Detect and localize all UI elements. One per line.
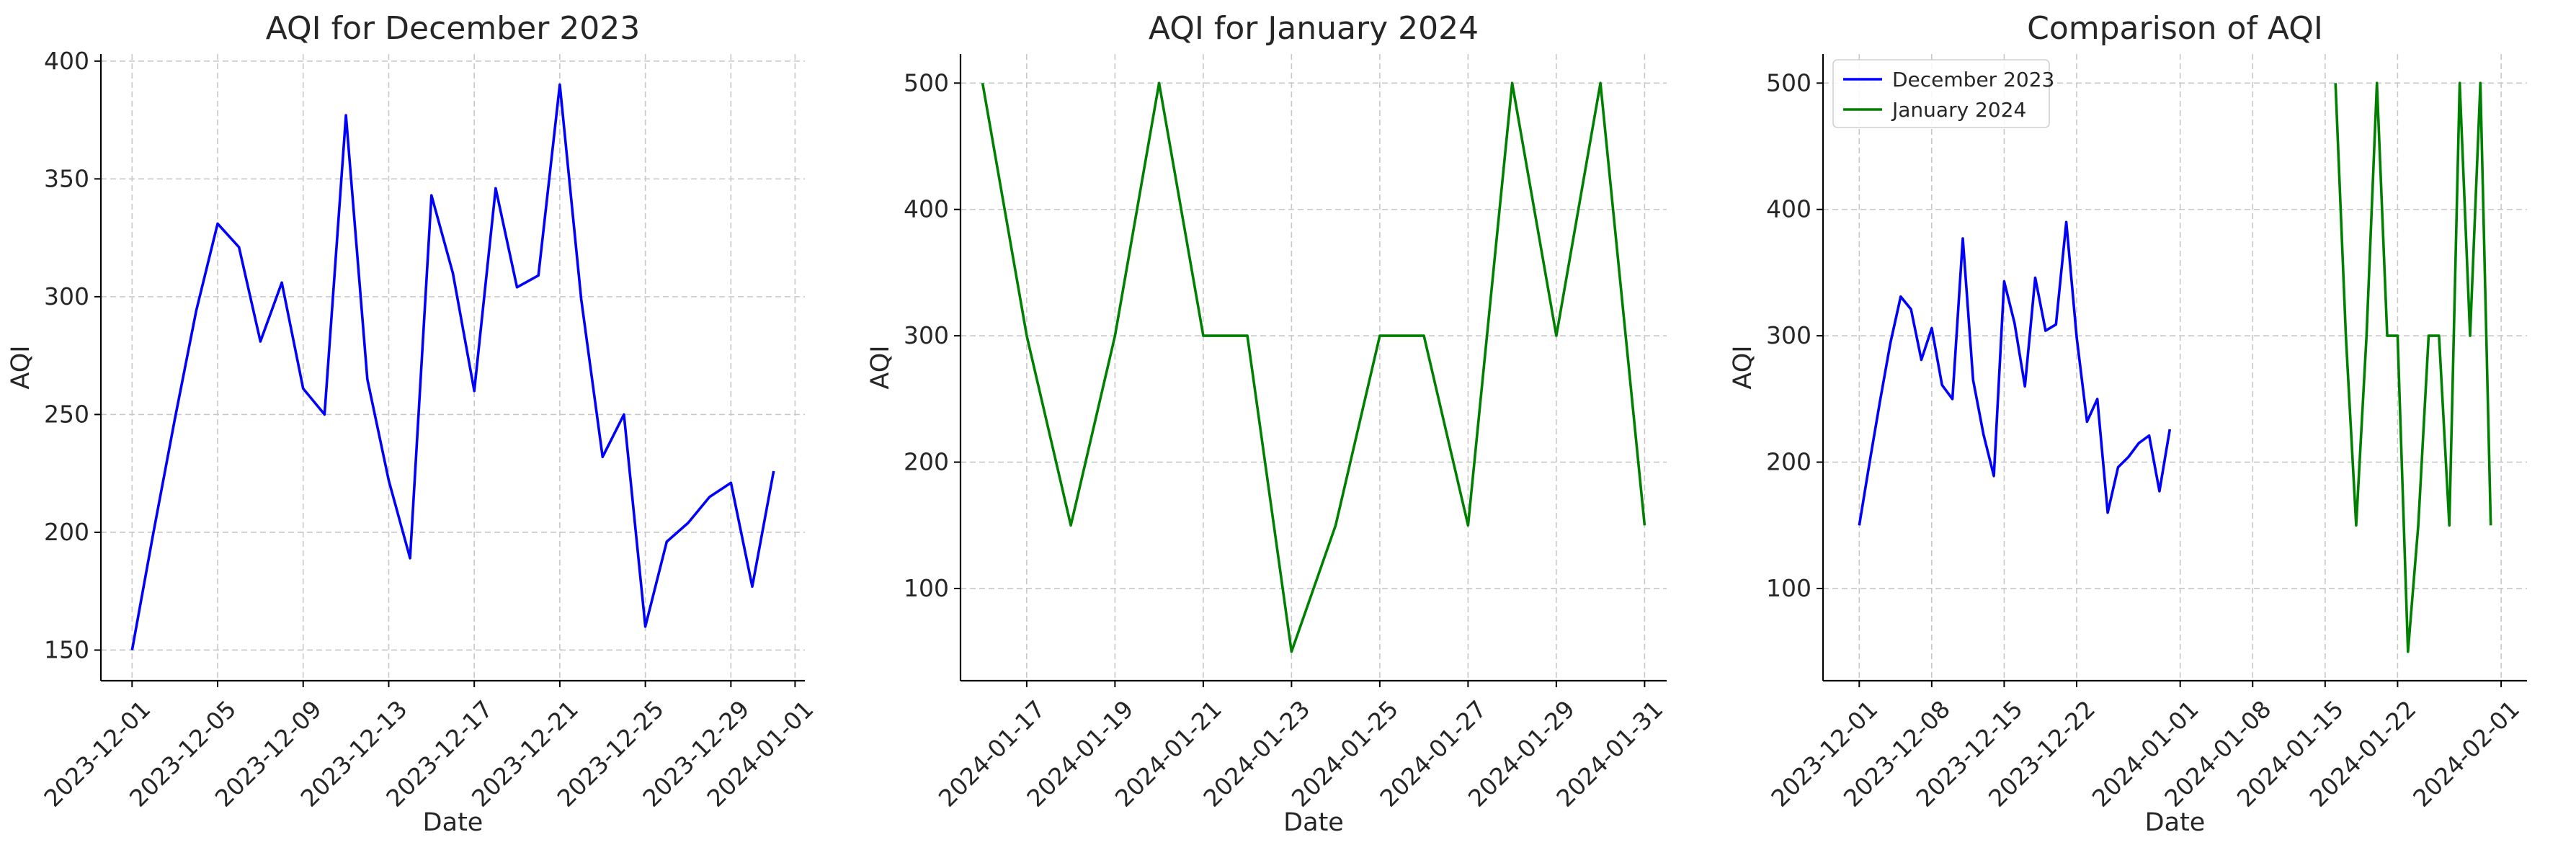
y-tick-label: 400 bbox=[1766, 195, 1811, 223]
y-tick-label: 100 bbox=[904, 574, 949, 602]
y-tick-label: 400 bbox=[904, 195, 949, 223]
y-tick-label: 300 bbox=[1766, 321, 1811, 349]
y-tick-label: 200 bbox=[44, 518, 89, 546]
y-tick-label: 250 bbox=[44, 400, 89, 428]
y-axis-title: AQI bbox=[1729, 345, 1757, 389]
series-line-1 bbox=[130, 83, 775, 650]
chart-panel-2: 1002003004005002024-01-172024-01-192024-… bbox=[866, 10, 1669, 837]
x-axis-title: Date bbox=[1283, 808, 1344, 837]
y-tick-label: 150 bbox=[44, 635, 89, 663]
legend: December 2023 January 2024 bbox=[1832, 59, 2054, 128]
y-tick-label: 350 bbox=[44, 164, 89, 192]
chart-title: AQI for January 2024 bbox=[1149, 10, 1479, 47]
y-tick-label: 400 bbox=[44, 47, 89, 75]
legend-label: December 2023 bbox=[1892, 68, 2054, 91]
chart-panel-3: 1002003004005002023-12-012023-12-082023-… bbox=[1729, 10, 2527, 837]
legend-box bbox=[1832, 59, 2050, 128]
chart-title: AQI for December 2023 bbox=[266, 10, 641, 47]
x-axis-title: Date bbox=[2145, 808, 2206, 837]
y-tick-label: 200 bbox=[1766, 448, 1811, 476]
y-axis-title: AQI bbox=[6, 345, 35, 389]
series-line-january-2024 bbox=[2334, 81, 2492, 653]
x-tick-label: 2024-02-01 bbox=[2407, 695, 2525, 813]
y-tick-label: 500 bbox=[1766, 68, 1811, 97]
y-tick-label: 300 bbox=[44, 282, 89, 310]
chart-title: Comparison of AQI bbox=[2027, 10, 2323, 47]
y-tick-label: 300 bbox=[904, 321, 949, 349]
y-axis-title: AQI bbox=[866, 345, 895, 389]
y-tick-label: 100 bbox=[1766, 574, 1811, 602]
legend-label: January 2024 bbox=[1891, 98, 2026, 122]
x-axis-title: Date bbox=[423, 808, 483, 837]
y-tick-label: 200 bbox=[904, 448, 949, 476]
y-tick-label: 500 bbox=[904, 68, 949, 97]
series-line-1 bbox=[981, 81, 1646, 653]
series-line-december-2023 bbox=[1858, 220, 2172, 526]
chart-panel-1: 1502002503003504002023-12-012023-12-0520… bbox=[6, 10, 819, 837]
